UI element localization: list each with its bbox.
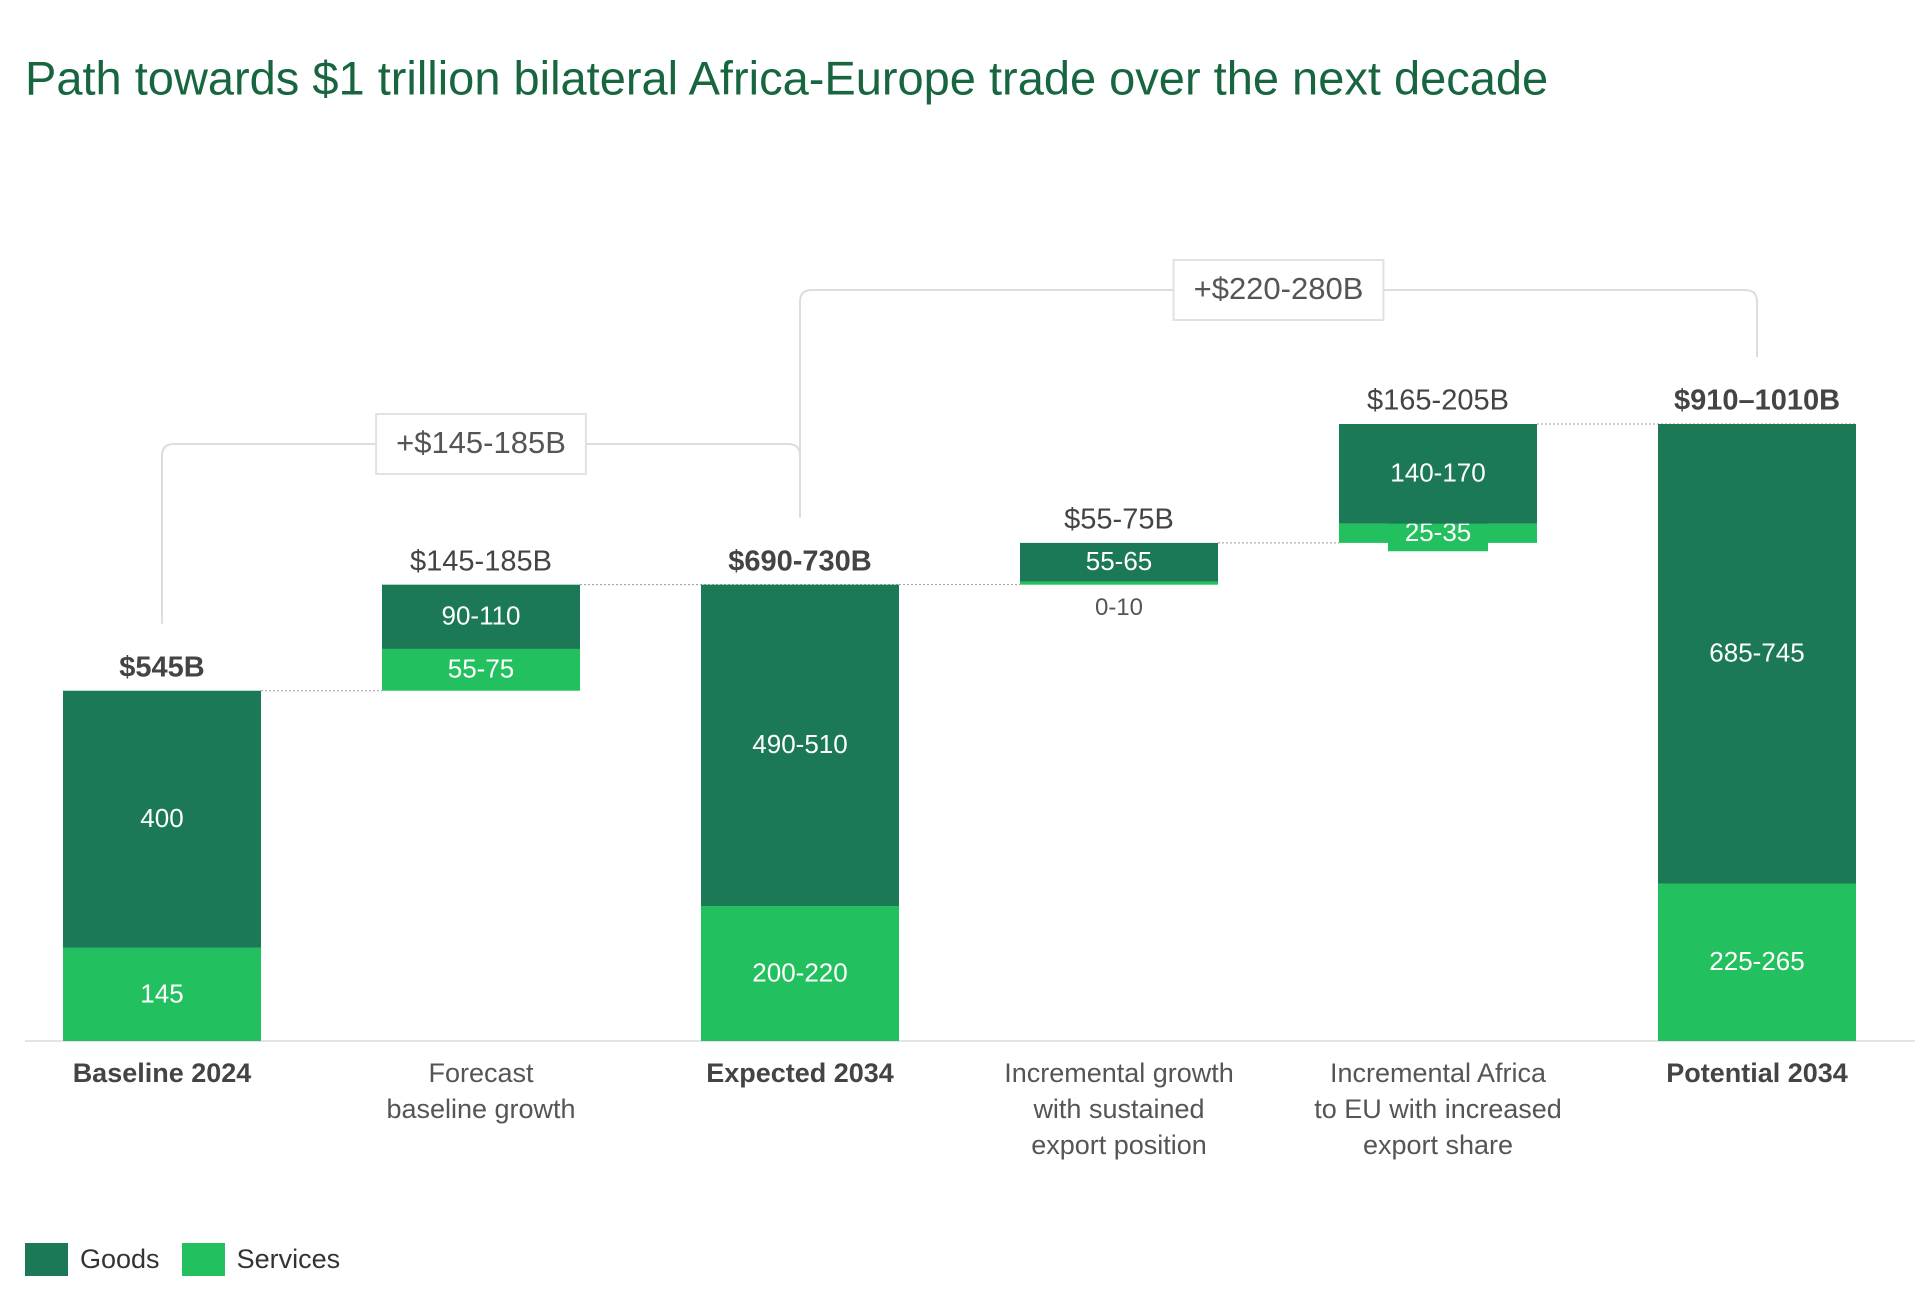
bar-segment	[701, 906, 899, 1041]
legend-item: Services	[181, 1243, 341, 1276]
value-label: 225-265	[1709, 946, 1804, 976]
bracket-label: +$220-280B	[1194, 271, 1364, 306]
bracket-label-group: +$145-185B	[375, 413, 587, 475]
chart-title: Path towards $1 trillion bilateral Afric…	[25, 51, 1548, 104]
total-label: $145-185B	[410, 545, 552, 577]
total-label: $690-730B	[728, 545, 872, 577]
value-label: 55-75	[448, 654, 515, 684]
bracket-label-box	[1172, 259, 1385, 321]
x-tick-label: Incremental Africa to EU with increased …	[1314, 1058, 1562, 1160]
value-label: 55-65	[1086, 546, 1153, 576]
bar-segment	[1020, 542, 1218, 582]
value-label: 0-10	[1095, 594, 1143, 621]
total-label: $545B	[119, 651, 204, 683]
value-label: 490-510	[752, 729, 847, 759]
value-label: 200-220	[752, 957, 847, 987]
legend-item: Goods	[25, 1243, 160, 1276]
x-tick-label: Baseline 2024	[72, 1058, 252, 1088]
value-label: 400	[140, 803, 183, 833]
x-tick-label: Incremental growth with sustained export…	[1004, 1058, 1234, 1160]
bar-segment	[63, 947, 261, 1041]
value-label: 140-170	[1390, 458, 1485, 488]
bar-segment	[382, 648, 580, 691]
legend: Goods Services	[25, 1243, 362, 1276]
bar-segment	[1020, 581, 1218, 585]
total-label: $910–1010B	[1674, 385, 1840, 417]
bar-segment	[382, 584, 580, 649]
value-label: 145	[140, 978, 183, 1008]
bar-segment	[701, 584, 899, 907]
value-label: 685-745	[1709, 638, 1804, 668]
legend-label: Goods	[80, 1244, 160, 1274]
bracket	[799, 289, 1758, 518]
bracket-label-box	[375, 413, 587, 475]
x-tick-label: Potential 2034	[1666, 1058, 1848, 1088]
value-label: 90-110	[441, 601, 520, 631]
bracket-label: +$145-185B	[396, 425, 566, 460]
legend-swatch	[25, 1243, 68, 1276]
bar-segment	[1339, 424, 1537, 524]
x-tick-label: Expected 2034	[706, 1058, 894, 1088]
bar-segment	[1658, 424, 1856, 884]
legend-swatch	[181, 1243, 225, 1276]
total-label: $55-75B	[1064, 504, 1174, 536]
x-tick-label: Forecast baseline growth	[386, 1058, 576, 1124]
bar-segment	[63, 690, 261, 948]
bar-segment	[1658, 883, 1856, 1041]
legend-label: Services	[236, 1244, 341, 1274]
total-label: $165-205B	[1367, 385, 1509, 417]
bracket-label-group: +$220-280B	[1172, 259, 1385, 321]
